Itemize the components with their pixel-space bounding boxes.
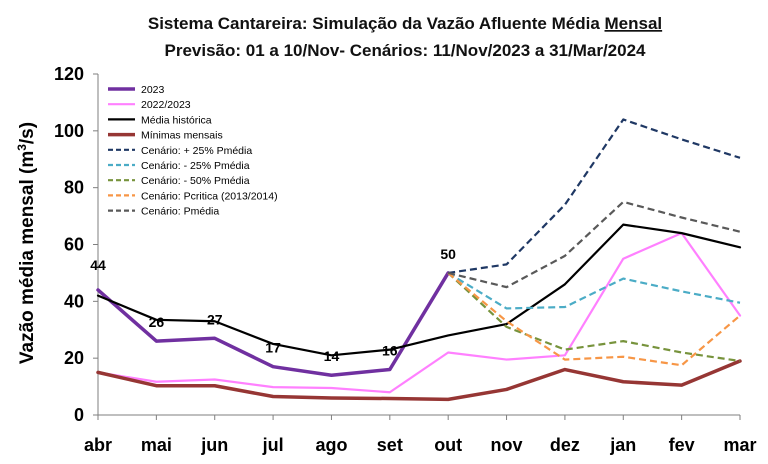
legend-label: Cenário: Pcritica (2013/2014) [141,190,278,202]
x-tick-label-dez: dez [550,435,580,455]
series-line-cenario-pcritica-2013-2014 [447,272,741,367]
x-tick-label-fev: fev [669,435,695,455]
x-tick-label-out: out [434,435,462,455]
data-label-mai: 26 [149,314,165,330]
y-tick-label: 120 [54,64,84,84]
data-label-ago: 14 [324,348,340,364]
legend-item-cenario-pmedia: Cenário: Pmédia [108,206,219,218]
data-label-out: 50 [440,246,456,262]
x-tick-label-nov: nov [491,435,523,455]
series-line-cenario-minus-50-pmedia [447,272,741,363]
legend-label: Cenário: - 25% Pmédia [141,160,250,172]
y-tick-label: 0 [74,405,84,425]
legend-item-cenario-pcritica-2013-2014: Cenário: Pcritica (2013/2014) [108,190,278,202]
legend-item-cenario-minus-25-pmedia: Cenário: - 25% Pmédia [108,160,250,172]
axes [93,73,741,420]
chart-title-line1: Sistema Cantareira: Simulação da Vazão A… [148,14,662,33]
data-label-jun: 27 [207,311,223,327]
y-tick-label: 80 [64,178,84,198]
y-axis-label: Vazão média mensal (m3/s) [15,122,38,364]
legend-item-cenario-plus-25-pmedia: Cenário: + 25% Pmédia [108,145,252,157]
series-line-minimas-mensais [96,359,742,402]
legend-item-2022-2023: 2022/2023 [108,99,191,111]
legend-item-2023: 2023 [108,84,165,96]
legend-label: Média histórica [141,114,212,126]
data-label-jul: 17 [265,340,281,356]
series-line-2023 [96,271,450,377]
legend-item-media-historica: Média histórica [108,114,212,126]
legend-label: 2022/2023 [141,99,191,111]
y-tick-label: 20 [64,348,84,368]
series-line-cenario-minus-25-pmedia [447,271,741,310]
y-tick-label: 40 [64,291,84,311]
x-tick-label-mai: mai [141,435,172,455]
series-lines [96,118,742,402]
legend-label: Mínimas mensais [141,130,223,142]
x-tick-label-jul: jul [262,435,284,455]
legend-item-minimas-mensais: Mínimas mensais [108,130,223,142]
y-tick-label: 60 [64,235,84,255]
x-tick-label-abr: abr [84,435,112,455]
legend: 2023 2022/2023 Média histórica Mínimas mens… [108,84,278,218]
legend-label: 2023 [141,84,165,96]
tick-labels: 0 20 40 60 80 100 120 abr mai jun jul ago set out nov d… [54,64,757,455]
legend-item-cenario-minus-50-pmedia: Cenário: - 50% Pmédia [108,175,250,187]
series-line-cenario-plus-25-pmedia [448,118,741,275]
data-labels: 44 26 27 17 14 16 50 [90,246,456,364]
x-tick-label-set: set [377,435,403,455]
x-tick-label-jan: jan [609,435,636,455]
data-label-set: 16 [382,343,398,359]
x-tick-label-mar: mar [723,435,756,455]
legend-label: Cenário: - 50% Pmédia [141,175,250,187]
legend-label: Cenário: + 25% Pmédia [141,145,252,157]
series-line-2022-2023 [96,232,742,394]
x-tick-label-jun: jun [200,435,228,455]
y-tick-label: 100 [54,121,84,141]
series-line-cenario-pmedia [447,200,741,289]
legend-label: Cenário: Pmédia [141,206,219,218]
data-label-abr: 44 [90,257,106,273]
x-tick-label-ago: ago [315,435,347,455]
chart-title-underlined: Mensal [605,14,663,33]
series-line-media-historica [96,223,742,357]
chart-title-line2: Previsão: 01 a 10/Nov- Cenários: 11/Nov/… [165,41,647,60]
